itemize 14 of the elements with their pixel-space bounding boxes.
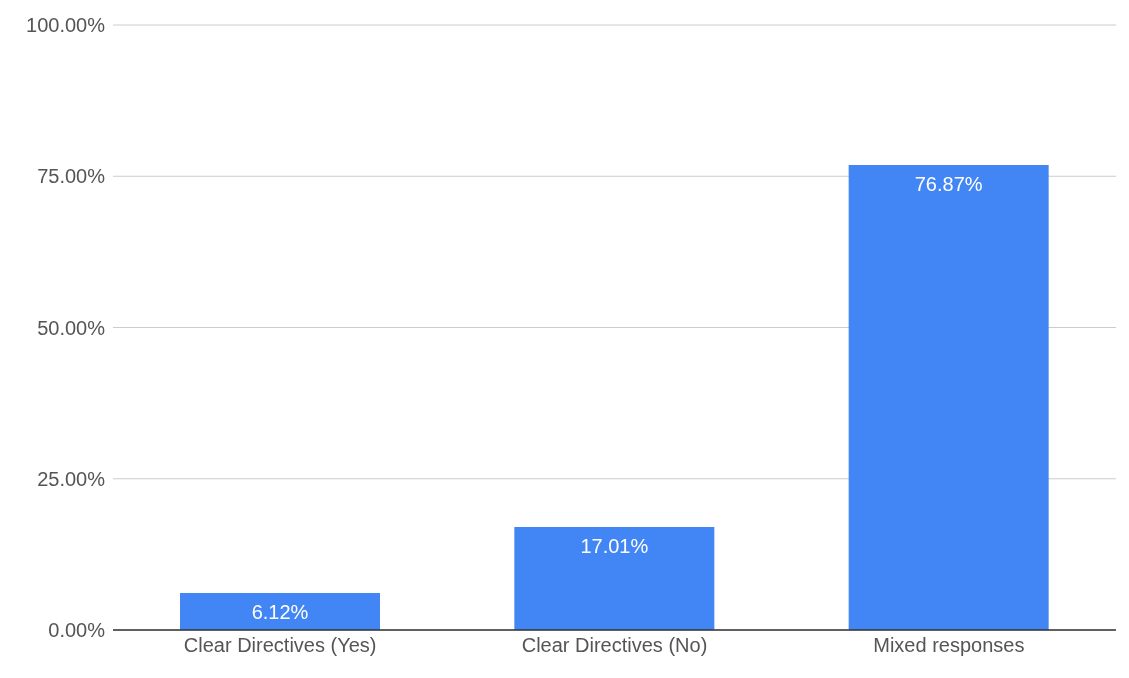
x-tick-label: Clear Directives (No) <box>521 634 708 657</box>
y-tick-label: 0.00% <box>48 619 106 642</box>
bar <box>514 527 715 630</box>
data-label: 76.87% <box>914 173 983 196</box>
y-tick-label: 25.00% <box>37 467 106 490</box>
x-tick-label: Mixed responses <box>873 634 1025 657</box>
bar <box>848 164 1049 630</box>
y-tick-label: 75.00% <box>37 165 106 188</box>
data-label: 17.01% <box>580 535 649 558</box>
x-tick-label: Clear Directives (Yes) <box>183 634 377 657</box>
y-tick-label: 50.00% <box>37 316 106 339</box>
y-tick-label: 100.00% <box>26 14 106 37</box>
data-label: 6.12% <box>251 601 309 624</box>
bar <box>180 592 380 630</box>
